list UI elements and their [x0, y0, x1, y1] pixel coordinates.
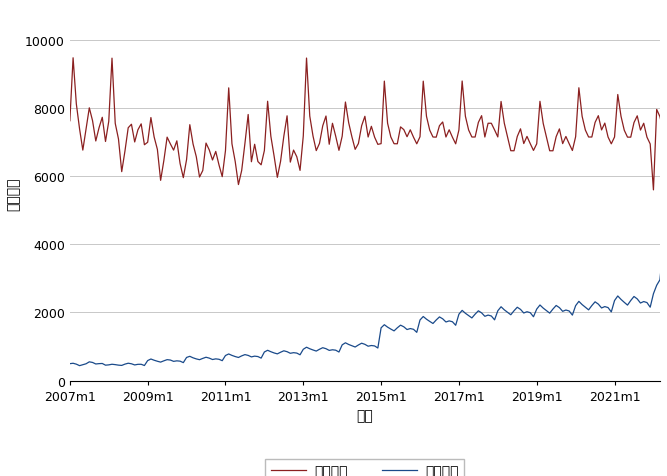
X-axis label: 年月: 年月: [357, 408, 374, 422]
株式会社: [322, 114, 330, 119]
合同会社: [659, 246, 667, 251]
合同会社: [325, 348, 334, 354]
株式会社: [141, 143, 149, 149]
株式会社: [315, 141, 323, 147]
株式会社: [66, 119, 74, 124]
Y-axis label: 設立件数: 設立件数: [7, 177, 21, 210]
Legend: 株式会社, 合同会社: 株式会社, 合同会社: [265, 459, 464, 476]
合同会社: [66, 361, 74, 367]
合同会社: [75, 363, 83, 369]
合同会社: [319, 345, 327, 351]
Line: 株式会社: 株式会社: [70, 15, 667, 190]
合同会社: [380, 322, 388, 328]
合同会社: [458, 308, 466, 314]
Line: 合同会社: 合同会社: [70, 248, 667, 366]
株式会社: [420, 79, 428, 85]
株式会社: [377, 141, 385, 147]
合同会社: [143, 358, 151, 364]
株式会社: [650, 188, 658, 193]
合同会社: [422, 317, 430, 322]
株式会社: [455, 128, 463, 134]
